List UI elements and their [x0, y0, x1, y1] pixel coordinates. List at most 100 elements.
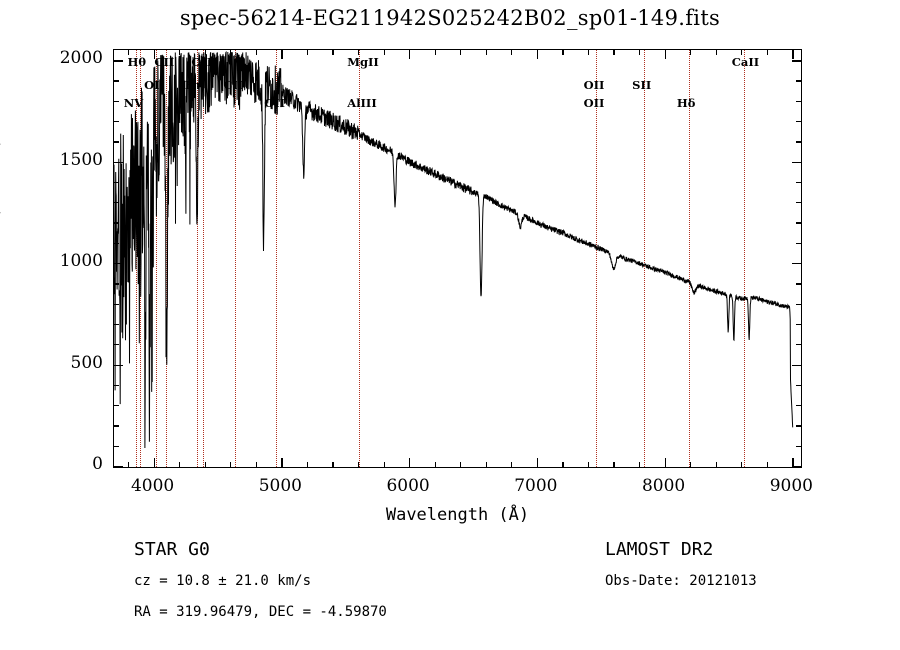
- axis-tick: [114, 60, 123, 62]
- axis-tick: [332, 50, 334, 55]
- axis-tick: [792, 50, 794, 59]
- axis-tick: [179, 462, 181, 467]
- spectral-line-marker: [156, 50, 158, 467]
- x-tick-label: 9000: [769, 476, 813, 496]
- axis-tick: [741, 462, 743, 467]
- axis-tick: [383, 50, 385, 55]
- axis-tick: [796, 425, 801, 427]
- axis-tick: [536, 50, 539, 59]
- axis-tick: [613, 462, 615, 467]
- axis-tick: [664, 50, 666, 59]
- y-tick-label: 2000: [59, 48, 103, 69]
- spectral-line-label: Hδ: [676, 96, 696, 110]
- spectral-line-label: SII: [632, 78, 652, 92]
- axis-tick: [153, 50, 155, 59]
- axis-tick: [796, 283, 801, 285]
- axis-tick: [741, 50, 743, 55]
- axis-tick: [114, 466, 123, 468]
- spectral-line-marker: [743, 50, 746, 467]
- axis-tick: [114, 384, 119, 387]
- axis-tick: [114, 121, 119, 123]
- spectral-line-label: MgII: [347, 55, 379, 69]
- axis-tick: [128, 50, 130, 55]
- spectral-line-label: CaII: [731, 55, 760, 69]
- axis-tick: [114, 100, 119, 102]
- axis-tick: [511, 462, 513, 467]
- object-class: STAR G0: [134, 539, 210, 560]
- axis-tick: [796, 121, 801, 123]
- axis-tick: [114, 364, 123, 366]
- spectral-line-marker: [166, 50, 168, 467]
- axis-tick: [796, 344, 801, 346]
- axis-tick: [306, 462, 309, 467]
- axis-tick: [562, 50, 564, 55]
- axis-tick: [114, 80, 119, 82]
- axis-tick: [306, 50, 309, 55]
- spectral-line-marker: [688, 50, 691, 467]
- spectral-line-label: OII: [583, 96, 605, 110]
- axis-tick: [639, 50, 641, 55]
- axis-tick: [434, 50, 436, 55]
- axis-tick: [511, 50, 513, 55]
- axis-tick: [357, 462, 360, 467]
- spectral-line-label: AlIII: [347, 96, 377, 110]
- axis-tick: [664, 458, 666, 467]
- axis-tick: [114, 161, 123, 163]
- axis-tick: [281, 50, 283, 59]
- x-axis-label: Wavelength (Å): [385, 505, 530, 525]
- axis-tick: [114, 222, 119, 224]
- axis-tick: [587, 50, 590, 55]
- axis-tick: [796, 141, 801, 143]
- axis-tick: [460, 50, 462, 55]
- axis-tick: [792, 60, 801, 62]
- y-tick-label: 0: [92, 454, 103, 474]
- spectral-line-marker: [235, 50, 237, 467]
- axis-tick: [409, 50, 411, 59]
- axis-tick: [536, 458, 539, 467]
- axis-tick: [715, 462, 717, 467]
- cz-value: cz = 10.8 ± 21.0 km/s: [134, 573, 312, 589]
- axis-tick: [114, 263, 123, 265]
- axis-tick: [114, 242, 119, 244]
- x-tick-label: 4000: [130, 476, 175, 496]
- axis-tick: [792, 263, 801, 265]
- spectral-line-marker: [203, 50, 205, 467]
- axis-tick: [409, 458, 411, 467]
- page-title: spec-56214-EG211942S025242B02_sp01-149.f…: [179, 6, 721, 30]
- survey-label: LAMOST DR2: [605, 539, 714, 560]
- axis-tick: [434, 462, 436, 467]
- axis-tick: [485, 462, 487, 467]
- axis-tick: [613, 50, 615, 55]
- axis-tick: [796, 202, 801, 204]
- spectral-line-label: Hθ: [127, 55, 147, 69]
- axis-tick: [357, 50, 360, 55]
- axis-tick: [153, 458, 155, 467]
- axis-tick: [114, 303, 119, 305]
- spectral-line-label: OI: [144, 78, 160, 92]
- x-tick-label: 7000: [514, 476, 558, 496]
- axis-tick: [179, 50, 181, 55]
- axis-tick: [114, 344, 119, 346]
- axis-tick: [766, 50, 768, 55]
- spectral-line-label: Hη: [185, 78, 205, 92]
- spectral-line-label: OIII: [191, 55, 218, 69]
- axis-tick: [114, 445, 119, 447]
- y-tick-label: 500: [70, 352, 103, 373]
- axis-tick: [796, 445, 801, 447]
- axis-tick: [128, 462, 130, 467]
- axis-tick: [204, 462, 206, 467]
- axis-tick: [485, 50, 487, 55]
- axis-tick: [796, 181, 801, 184]
- axis-tick: [766, 462, 768, 467]
- axis-tick: [587, 462, 590, 467]
- coordinates: RA = 319.96479, DEC = -4.59870: [134, 604, 387, 620]
- axis-tick: [562, 462, 564, 467]
- axis-tick: [792, 161, 801, 163]
- spectral-line-label: NV: [123, 96, 144, 110]
- axis-tick: [690, 462, 692, 467]
- axis-tick: [114, 323, 119, 326]
- axis-tick: [383, 462, 385, 467]
- axis-tick: [255, 462, 257, 467]
- axis-tick: [114, 405, 119, 407]
- axis-tick: [639, 462, 641, 467]
